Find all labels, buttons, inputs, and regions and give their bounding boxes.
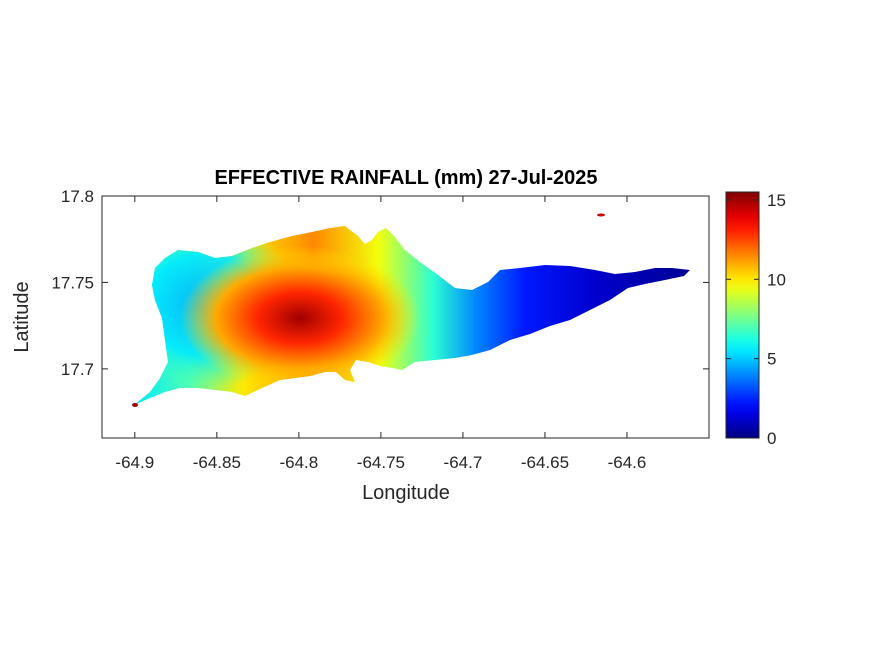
y-axis-ticks: 17.7 17.75 17.8	[51, 187, 709, 379]
x-tick-label: -64.8	[279, 453, 318, 472]
y-tick-label: 17.7	[61, 360, 94, 379]
x-tick-label: -64.6	[608, 453, 647, 472]
x-tick-label: -64.7	[444, 453, 483, 472]
x-axis-ticks: -64.9 -64.85 -64.8 -64.75 -64.7 -64.65 -64.6	[115, 196, 646, 472]
colorbar-ticks: 0 5 10 15	[726, 191, 786, 448]
y-tick-label: 17.75	[51, 273, 94, 292]
x-tick-label: -64.65	[521, 453, 569, 472]
offshore-islet	[597, 213, 605, 217]
colorbar-tick-label: 10	[767, 270, 786, 289]
x-tick-label: -64.75	[357, 453, 405, 472]
x-tick-label: -64.9	[115, 453, 154, 472]
rainfall-max-overlay	[180, 246, 420, 390]
colorbar-tick-label: 0	[767, 429, 776, 448]
map-title: EFFECTIVE RAINFALL (mm) 27-Jul-2025	[214, 167, 597, 189]
colorbar	[725, 191, 760, 439]
x-tick-label: -64.85	[193, 453, 241, 472]
colorbar-tick-label: 15	[767, 191, 786, 210]
x-axis-label: Longitude	[362, 482, 450, 504]
colorbar-tick-label: 5	[767, 350, 776, 369]
y-tick-label: 17.8	[61, 187, 94, 206]
y-axis-label: Latitude	[11, 281, 33, 352]
west-tip-spot	[132, 403, 138, 407]
